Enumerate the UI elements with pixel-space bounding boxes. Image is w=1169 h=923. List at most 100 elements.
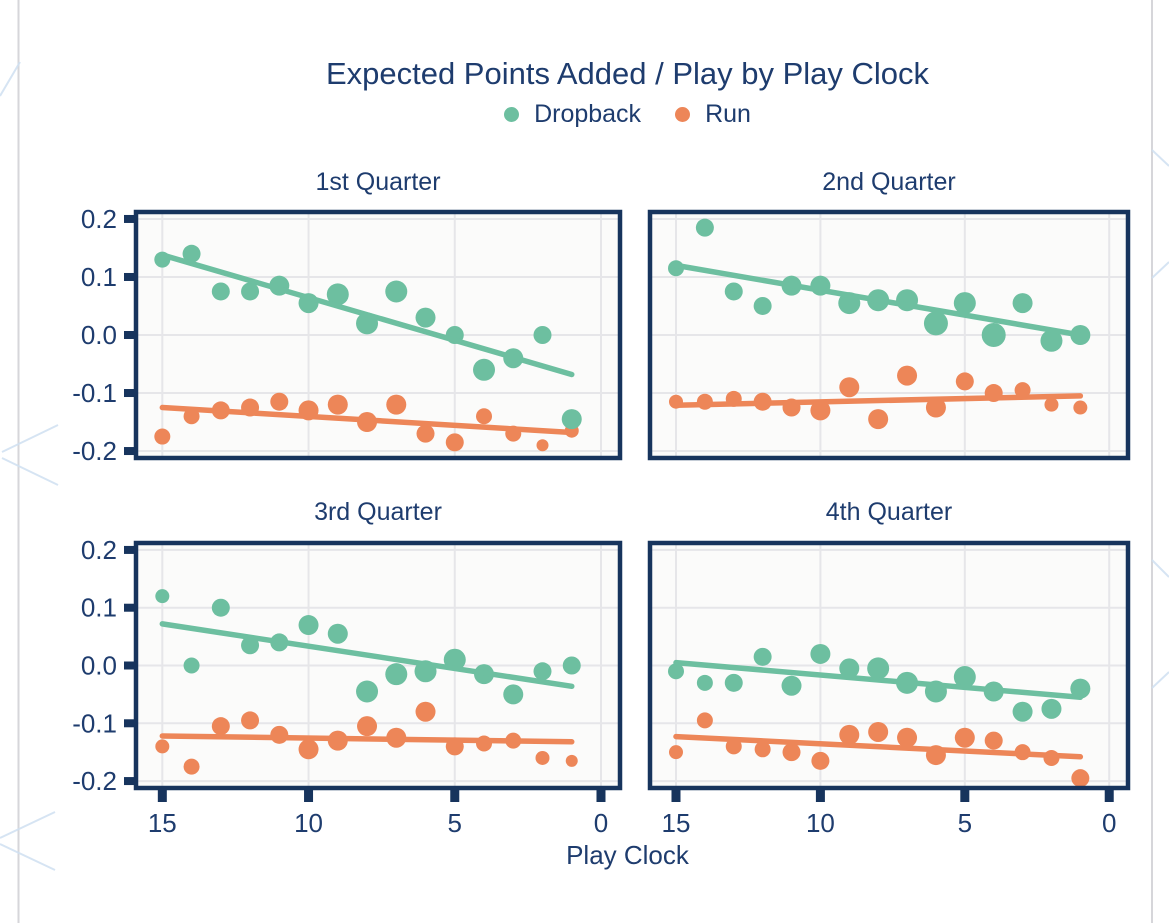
run-point (839, 377, 860, 398)
chart-title: Expected Points Added / Play by Play Clo… (325, 56, 930, 91)
facet-title-1st-quarter: 1st Quarter (315, 168, 441, 196)
dropback-point (753, 647, 772, 666)
x-tick-label: 15 (662, 808, 691, 838)
run-point (386, 394, 407, 415)
dropback-point (923, 311, 948, 336)
y-tick-label: -0.1 (72, 378, 117, 408)
legend-swatch-dropback (504, 107, 520, 122)
run-point (415, 701, 436, 722)
run-point (1044, 397, 1059, 412)
x-tick-mark (157, 789, 167, 802)
run-point (868, 409, 889, 430)
run-point (154, 428, 171, 445)
y-tick-label: -0.1 (72, 708, 117, 738)
dropback-point (867, 657, 890, 680)
run-point (668, 745, 683, 760)
x-tick-label: 10 (294, 808, 323, 838)
run-point (839, 724, 860, 745)
x-tick-label: 5 (448, 808, 462, 838)
x-tick-mark (960, 789, 970, 802)
run-point (270, 392, 289, 411)
dropback-point (1040, 329, 1063, 352)
dropback-point (781, 675, 802, 696)
y-tick-mark (124, 719, 136, 728)
y-tick-mark (124, 603, 136, 612)
dropback-point (385, 280, 408, 303)
dropback-point (326, 283, 349, 306)
x-tick-mark (304, 789, 314, 802)
dropback-trend-line (673, 659, 1084, 701)
legend-swatch-run (675, 107, 691, 122)
dropback-point (839, 658, 860, 679)
x-tick-label: 0 (594, 808, 608, 838)
run-trend-line (159, 733, 575, 745)
facet-panel: 0.2 0.1 0.0 -0.1 -0.2 (72, 204, 623, 466)
dropback-point (695, 218, 714, 237)
x-tick-label: 5 (958, 808, 972, 838)
run-point (535, 750, 550, 765)
x-tick-mark (815, 789, 825, 802)
run-point (984, 731, 1003, 750)
y-axis: 0.2 0.1 0.0 -0.1 -0.2 (72, 535, 136, 796)
dropback-point (503, 684, 524, 705)
run-point (445, 433, 464, 452)
run-point (536, 439, 549, 452)
run-point (810, 400, 831, 421)
run-point (1014, 382, 1031, 399)
dropback-point (810, 643, 831, 664)
y-tick-label: -0.2 (72, 766, 117, 796)
run-point (327, 394, 348, 415)
run-point (357, 716, 378, 737)
run-point (925, 397, 946, 418)
legend-label-dropback: Dropback (534, 100, 642, 128)
x-tick-label: 15 (148, 808, 177, 838)
panel-border (647, 209, 1131, 461)
dropback-point (385, 663, 408, 686)
dropback-point (1012, 701, 1033, 722)
dropback-trend-line (673, 262, 1084, 338)
y-tick-label: 0.1 (81, 262, 117, 292)
dropback-point (182, 244, 201, 263)
legend-item-run: Run (675, 100, 751, 129)
run-trend-line (673, 733, 1084, 760)
dropback-point (211, 598, 230, 617)
y-tick-mark (124, 331, 136, 339)
y-tick-label: 0.1 (81, 593, 117, 623)
run-point (211, 717, 230, 736)
run-point (897, 365, 918, 386)
dropback-point (241, 636, 260, 655)
dropback-point (533, 326, 552, 344)
x-tick-mark (1104, 789, 1114, 802)
y-tick-label: 0.0 (81, 320, 117, 350)
y-tick-mark (124, 661, 136, 670)
dropback-point (356, 680, 379, 703)
run-point (565, 754, 578, 767)
dropback-point (155, 589, 170, 604)
dropback-point (753, 296, 772, 315)
x-axis: 15 10 5 0 (148, 789, 608, 838)
dropback-point (298, 615, 319, 636)
dropback-point (724, 282, 743, 301)
dropback-point (1012, 293, 1033, 314)
run-trend-line (673, 393, 1084, 408)
dropback-point (724, 673, 743, 692)
run-point (155, 739, 170, 754)
run-point (897, 727, 918, 748)
dropback-point (415, 307, 436, 328)
run-point (954, 727, 975, 748)
x-axis-title: Play Clock (566, 840, 689, 870)
dropback-point (473, 358, 496, 381)
dropback-point (667, 663, 684, 680)
dropback-trend-line (159, 621, 575, 690)
legend-item-dropback: Dropback (504, 100, 641, 129)
points-dropback (155, 589, 581, 705)
y-tick-mark (124, 545, 136, 554)
run-point (1073, 400, 1088, 415)
dropback-point (1041, 698, 1062, 719)
y-tick-label: 0.0 (81, 651, 117, 681)
legend: Dropback Run (128, 100, 1127, 129)
dropback-point (953, 666, 976, 689)
